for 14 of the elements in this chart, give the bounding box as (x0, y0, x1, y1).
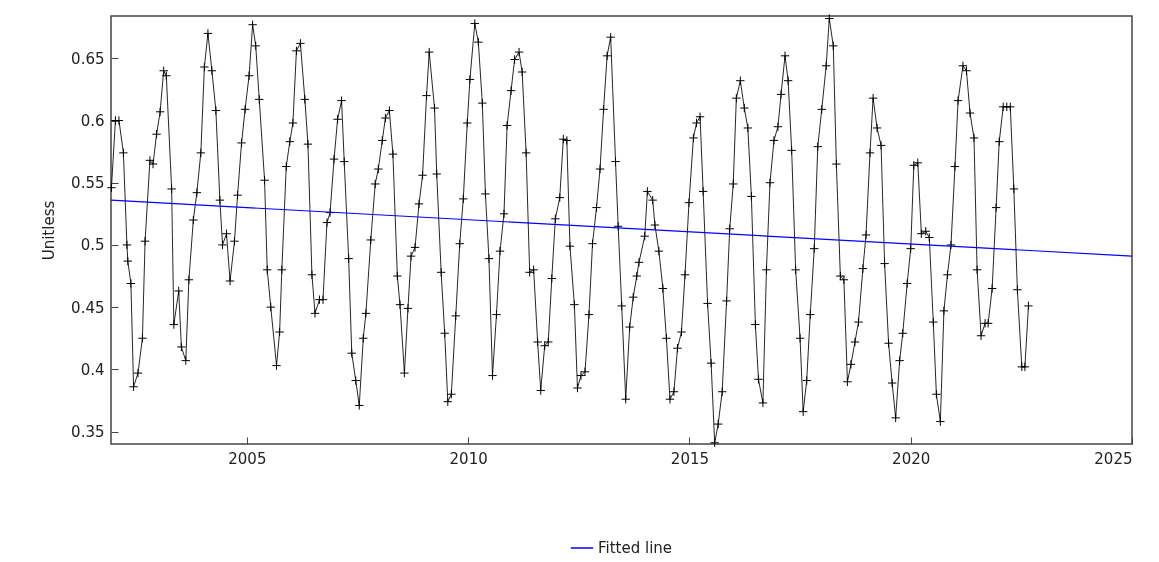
y-tick-label: 0.4 (80, 360, 105, 379)
y-tick-label: 0.35 (71, 423, 105, 442)
x-tick-label: 2005 (228, 449, 267, 468)
y-tick-label: 0.65 (71, 49, 105, 68)
y-tick-label: 0.55 (71, 174, 105, 193)
legend-label: Fitted line (598, 539, 673, 557)
y-tick-label: 0.45 (71, 298, 105, 317)
y-tick-label: 0.5 (80, 236, 105, 255)
y-axis-title: Unitless (40, 200, 59, 261)
x-tick-label: 2015 (670, 449, 710, 468)
x-tick-label: 2025 (1094, 449, 1133, 468)
y-tick-label: 0.6 (80, 112, 105, 131)
x-tick-label: 2010 (449, 449, 488, 468)
x-tick-label: 2020 (892, 449, 931, 468)
